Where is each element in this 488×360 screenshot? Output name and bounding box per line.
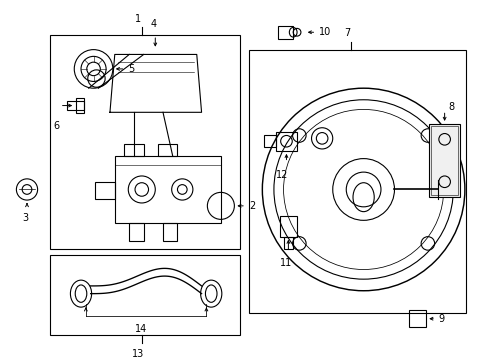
Bar <box>50 35 240 249</box>
Text: 13: 13 <box>132 348 144 359</box>
Text: 12: 12 <box>276 170 288 180</box>
Text: 7: 7 <box>344 28 349 38</box>
Text: 2: 2 <box>248 201 255 211</box>
Text: 1: 1 <box>135 14 141 23</box>
Bar <box>66 101 84 111</box>
Text: 4: 4 <box>150 19 156 30</box>
Bar <box>275 132 296 151</box>
Text: 9: 9 <box>438 314 444 324</box>
Text: 14: 14 <box>134 324 146 333</box>
Ellipse shape <box>70 280 91 307</box>
Bar <box>264 135 275 147</box>
Text: 11: 11 <box>280 258 292 268</box>
Bar <box>163 223 177 240</box>
Bar <box>428 124 459 197</box>
Bar <box>115 156 221 223</box>
Bar <box>76 98 84 113</box>
Bar <box>283 237 293 249</box>
Text: 5: 5 <box>128 64 134 74</box>
Bar <box>277 26 293 39</box>
Bar <box>50 255 240 335</box>
Bar <box>129 223 143 240</box>
Bar <box>95 182 115 199</box>
Bar <box>279 216 296 237</box>
Bar <box>124 144 143 156</box>
Text: 6: 6 <box>54 121 60 131</box>
Text: 8: 8 <box>447 102 454 112</box>
Text: 10: 10 <box>319 27 331 37</box>
Ellipse shape <box>200 280 222 307</box>
Bar <box>408 310 426 327</box>
Bar <box>248 50 465 313</box>
Bar <box>158 144 177 156</box>
Bar <box>430 126 457 195</box>
Text: 3: 3 <box>22 213 28 222</box>
